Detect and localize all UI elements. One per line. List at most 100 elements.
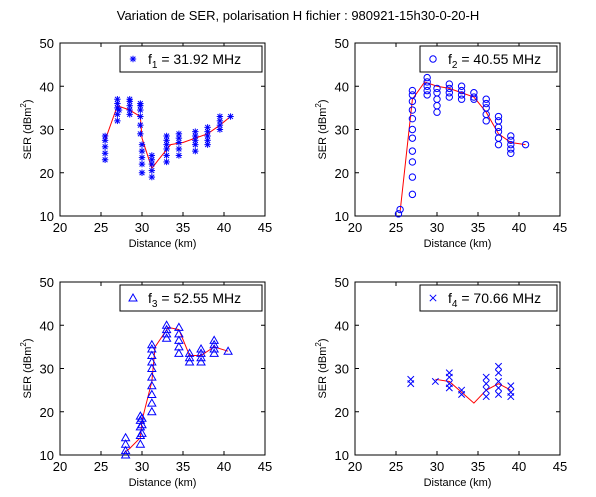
x-tick-label: 25: [94, 459, 108, 474]
legend: f2 = 40.55 MHz: [419, 45, 558, 73]
y-tick-label: 50: [335, 36, 349, 51]
data-point: [196, 352, 206, 362]
data-point: [146, 344, 157, 353]
data-point: [423, 86, 431, 95]
data-point: [445, 89, 453, 97]
legend: f4 = 70.66 MHz: [419, 284, 558, 312]
legend: f1 = 31.92 MHz: [119, 45, 263, 73]
x-axis-label: Distance (km): [129, 477, 197, 489]
data-point: [482, 104, 490, 112]
data-point: [146, 398, 157, 407]
data-point: [174, 341, 184, 351]
x-tick-label: 45: [258, 459, 272, 474]
data-point: [445, 84, 453, 93]
data-point: [120, 449, 131, 459]
y-tick-label: 10: [40, 448, 54, 463]
data-point: [163, 132, 170, 140]
x-tick-label: 35: [471, 459, 485, 474]
data-point: [137, 113, 144, 120]
data-point: [163, 152, 170, 159]
data-point: [494, 362, 503, 370]
data-point: [148, 167, 156, 174]
y-tick-label: 10: [335, 209, 349, 224]
y-tick-label: 30: [335, 362, 349, 377]
data-point: [457, 86, 466, 95]
legend-box: [419, 284, 558, 312]
data-point: [223, 346, 233, 355]
y-axis-label: SER (dBm2): [19, 338, 34, 398]
data-point: [423, 91, 431, 99]
x-tick-label: 25: [389, 459, 403, 474]
data-point: [146, 363, 157, 372]
legend-marker: [429, 55, 437, 63]
data-point: [423, 73, 431, 82]
data-point: [482, 373, 490, 381]
data-point: [184, 348, 195, 357]
data-point: [423, 82, 431, 90]
data-point: [209, 344, 220, 353]
data-point: [174, 335, 184, 344]
data-point: [408, 86, 417, 95]
x-tick-label: 30: [430, 220, 444, 235]
trend-line: [435, 378, 512, 404]
x-tick-label: 45: [553, 459, 567, 474]
data-point: [507, 132, 515, 140]
data-point: [482, 386, 490, 394]
data-point: [174, 348, 184, 357]
data-point: [209, 335, 220, 344]
data-point: [470, 93, 478, 101]
y-axis-label: SER (dBm2): [314, 338, 329, 398]
data-point: [137, 428, 147, 437]
legend-label: f2 = 40.55 MHz: [448, 51, 541, 71]
data-point: [445, 93, 453, 101]
data-points: [101, 96, 234, 181]
data-point: [146, 372, 157, 381]
data-point: [192, 128, 199, 135]
data-point: [161, 333, 172, 342]
data-point: [457, 82, 466, 90]
data-points: [394, 73, 530, 218]
data-point: [394, 210, 403, 218]
data-point: [458, 386, 466, 394]
data-point: [192, 147, 199, 155]
data-point: [126, 96, 133, 103]
data-point: [138, 160, 146, 168]
data-point: [408, 125, 417, 134]
y-tick-label: 20: [335, 166, 349, 181]
data-point: [135, 439, 146, 448]
x-tick-label: 25: [389, 220, 403, 235]
data-point: [408, 147, 417, 155]
trend-line: [399, 81, 526, 212]
data-point: [148, 156, 156, 163]
x-tick-label: 30: [135, 459, 149, 474]
data-point: [396, 205, 404, 214]
data-point: [470, 89, 478, 97]
legend-marker: [129, 55, 137, 63]
data-point: [146, 406, 157, 416]
data-point: [146, 339, 157, 349]
y-axis-label: SER (dBm2): [19, 99, 34, 159]
legend: f3 = 52.55 MHz: [119, 284, 263, 312]
x-axis-label: Distance (km): [424, 238, 492, 250]
data-point: [146, 350, 157, 360]
y-tick-label: 50: [40, 275, 54, 290]
legend-label: f3 = 52.55 MHz: [148, 290, 241, 310]
data-point: [184, 357, 195, 366]
data-point: [148, 152, 156, 159]
y-tick-label: 50: [40, 36, 54, 51]
x-tick-label: 40: [217, 220, 231, 235]
data-points: [407, 362, 515, 401]
data-point: [408, 91, 417, 99]
data-point: [482, 393, 490, 401]
data-point: [507, 382, 515, 390]
legend-label: f4 = 70.66 MHz: [448, 290, 541, 310]
data-point: [137, 121, 144, 129]
data-point: [407, 375, 415, 383]
x-axis-label: Distance (km): [424, 477, 492, 489]
data-point: [174, 328, 184, 338]
y-tick-label: 20: [40, 166, 54, 181]
data-point: [494, 384, 503, 392]
